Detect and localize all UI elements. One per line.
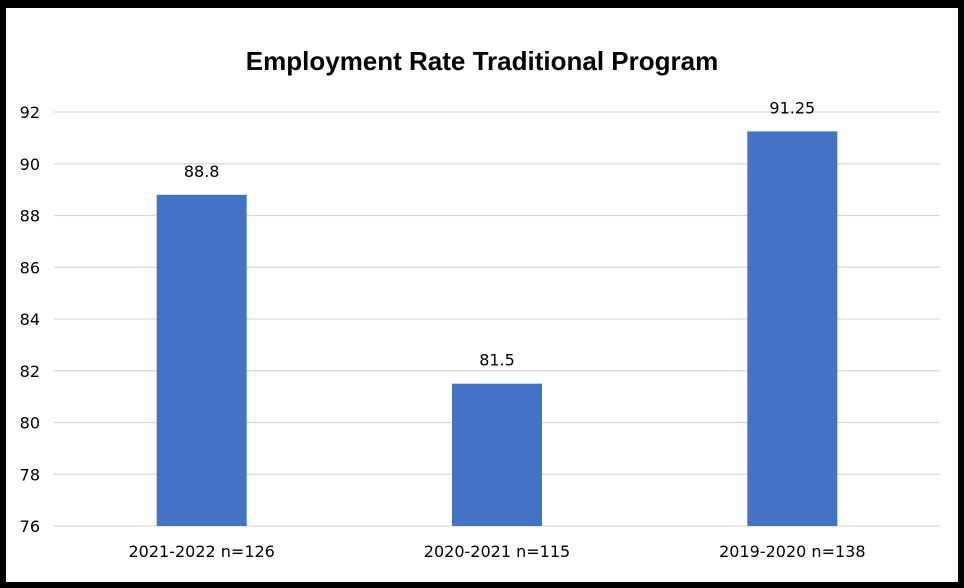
bar [452, 383, 542, 526]
y-tick-label: 76 [20, 517, 40, 536]
y-tick-label: 88 [20, 207, 40, 226]
y-tick-label: 82 [20, 362, 40, 381]
x-axis-categories: 2021-2022 n=126 2020-2021 n=115 2019-2020 … [128, 542, 865, 561]
chart-frame: Employment Rate Traditional Program 76 78… [6, 8, 958, 582]
bar-chart: Employment Rate Traditional Program 76 78… [20, 46, 940, 561]
bars [156, 131, 838, 527]
y-tick-label: 84 [20, 310, 40, 329]
y-tick-label: 92 [20, 103, 40, 122]
data-labels: 88.8 81.5 91.25 [184, 98, 815, 369]
bar [156, 194, 247, 527]
bar [747, 131, 838, 526]
data-label: 91.25 [769, 98, 815, 117]
y-axis-ticks: 76 78 80 82 84 86 88 90 92 [20, 103, 40, 536]
category-label: 2020-2021 n=115 [424, 542, 570, 561]
y-tick-label: 80 [20, 414, 40, 433]
category-label: 2021-2022 n=126 [128, 542, 274, 561]
y-tick-label: 90 [20, 155, 40, 174]
category-label: 2019-2020 n=138 [719, 542, 865, 561]
data-label: 88.8 [184, 162, 220, 181]
y-tick-label: 78 [20, 465, 40, 484]
chart-title: Employment Rate Traditional Program [246, 46, 718, 76]
data-label: 81.5 [479, 351, 515, 370]
y-tick-label: 86 [20, 258, 40, 277]
